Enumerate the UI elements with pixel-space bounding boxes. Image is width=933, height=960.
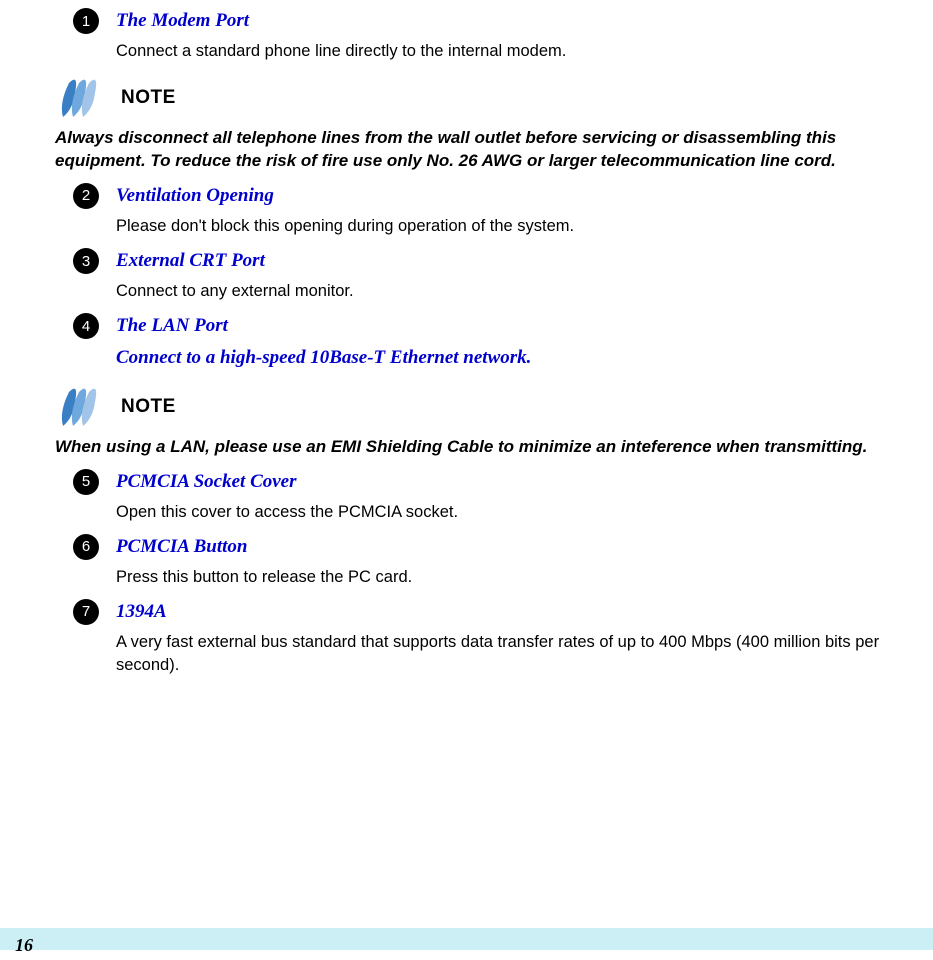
item-desc: Press this button to release the PC card… [116,566,903,589]
item-title: 1394A [116,599,167,625]
note-swoosh-icon [55,382,115,432]
item-row: 2 Ventilation Opening [73,183,903,209]
item-title: The Modem Port [116,8,249,34]
item-desc: A very fast external bus standard that s… [116,631,903,677]
bullet-number-icon: 6 [73,534,99,560]
bullet-number-icon: 5 [73,469,99,495]
note-block: NOTE When using a LAN, please use an EMI… [55,382,903,459]
note-label: NOTE [121,396,176,418]
note-swoosh-icon [55,73,115,123]
bullet-number-icon: 1 [73,8,99,34]
note-text: When using a LAN, please use an EMI Shie… [55,436,903,459]
page-content: 1 The Modem Port Connect a standard phon… [0,0,933,677]
item-row: 4 The LAN Port [73,313,903,339]
bullet-number-icon: 2 [73,183,99,209]
page-number: 16 [15,935,33,956]
bullet-number-icon: 3 [73,248,99,274]
item-desc: Open this cover to access the PCMCIA soc… [116,501,903,524]
note-header: NOTE [55,73,903,123]
note-text: Always disconnect all telephone lines fr… [55,127,903,173]
bullet-number-icon: 7 [73,599,99,625]
item-desc-row: Press this button to release the PC card… [116,566,903,589]
item-desc-row: Open this cover to access the PCMCIA soc… [116,501,903,524]
item-title: PCMCIA Socket Cover [116,469,297,495]
item-desc-row: A very fast external bus standard that s… [116,631,903,677]
item-row: 3 External CRT Port [73,248,903,274]
item-title: Ventilation Opening [116,183,274,209]
item-row: 1 The Modem Port [73,8,903,34]
bullet-number-icon: 4 [73,313,99,339]
item-desc-row: Connect to a high-speed 10Base-T Etherne… [116,345,903,372]
item-desc-row: Connect to any external monitor. [116,280,903,303]
item-row: 6 PCMCIA Button [73,534,903,560]
page-footer-bar [0,928,933,950]
item-title: PCMCIA Button [116,534,247,560]
item-title: External CRT Port [116,248,265,274]
note-block: NOTE Always disconnect all telephone lin… [55,73,903,173]
item-desc: Connect a standard phone line directly t… [116,40,903,63]
note-label: NOTE [121,87,176,109]
item-row: 5 PCMCIA Socket Cover [73,469,903,495]
note-header: NOTE [55,382,903,432]
item-desc: Connect to a high-speed 10Base-T Etherne… [116,345,903,372]
item-desc: Connect to any external monitor. [116,280,903,303]
item-title: The LAN Port [116,313,228,339]
item-desc-row: Connect a standard phone line directly t… [116,40,903,63]
item-row: 7 1394A [73,599,903,625]
item-desc-row: Please don't block this opening during o… [116,215,903,238]
item-desc: Please don't block this opening during o… [116,215,903,238]
